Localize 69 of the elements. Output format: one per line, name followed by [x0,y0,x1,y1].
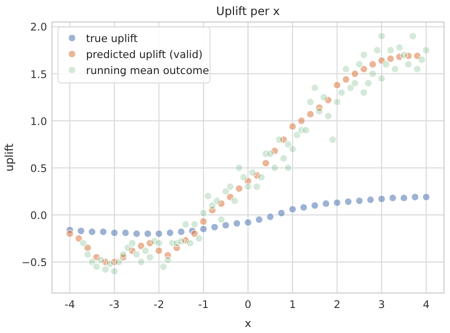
point [342,76,350,84]
legend-label: true uplift [86,33,138,45]
point [222,221,230,230]
point [366,196,374,204]
point [232,219,241,228]
point [411,193,419,201]
x-tick-label: 4 [422,299,430,311]
y-tick-label: −0.5 [22,256,47,269]
point [155,246,163,255]
point [306,110,314,118]
x-tick-label: -3 [109,299,120,311]
point [137,242,145,250]
point [378,195,386,203]
point [344,198,352,206]
point [122,228,130,237]
point [388,194,397,202]
legend-label: running mean outcome [86,65,210,77]
x-tick-label: 1 [289,299,296,311]
point [77,226,85,235]
x-tick-label: -1 [198,299,209,311]
x-tick-label: 0 [244,299,252,311]
point [200,225,208,233]
y-tick-label: 0.0 [30,210,47,222]
point [355,196,364,205]
y-tick-label: 2.0 [30,22,47,34]
point [298,116,306,125]
x-tick-label: 3 [378,299,385,311]
y-tick-label: 0.5 [30,162,47,175]
point [144,230,152,238]
point [235,184,243,192]
point [190,230,198,238]
point [322,200,330,208]
point [422,193,430,201]
point [99,228,108,236]
point [400,194,408,202]
y-tick-label: 1.5 [30,68,47,81]
legend-label: predicted uplift (valid) [86,49,203,61]
point [155,230,163,238]
point [262,159,270,168]
point [132,230,141,238]
point [110,228,118,237]
point [166,228,174,237]
point [333,198,341,207]
x-tick-label: -2 [154,299,164,311]
point [333,81,341,89]
point [266,212,274,221]
point [210,223,218,232]
point [288,205,296,214]
point [300,203,308,212]
y-axis-title: uplift [3,142,16,172]
y-tick-label: 1.0 [30,116,47,128]
point [244,218,252,226]
point [278,209,286,217]
point [288,122,296,130]
point [177,228,186,236]
point [66,230,74,238]
point [360,65,368,73]
point [74,234,83,242]
point [386,54,394,63]
point [255,216,264,224]
point [368,60,377,68]
point [310,202,319,210]
x-tick-label: 2 [334,299,340,311]
x-axis-title: x [244,317,252,330]
point [200,218,208,226]
chart-title: Uplift per x [216,4,280,18]
x-tick-label: -4 [64,299,76,311]
point [351,70,359,78]
point [88,228,96,236]
